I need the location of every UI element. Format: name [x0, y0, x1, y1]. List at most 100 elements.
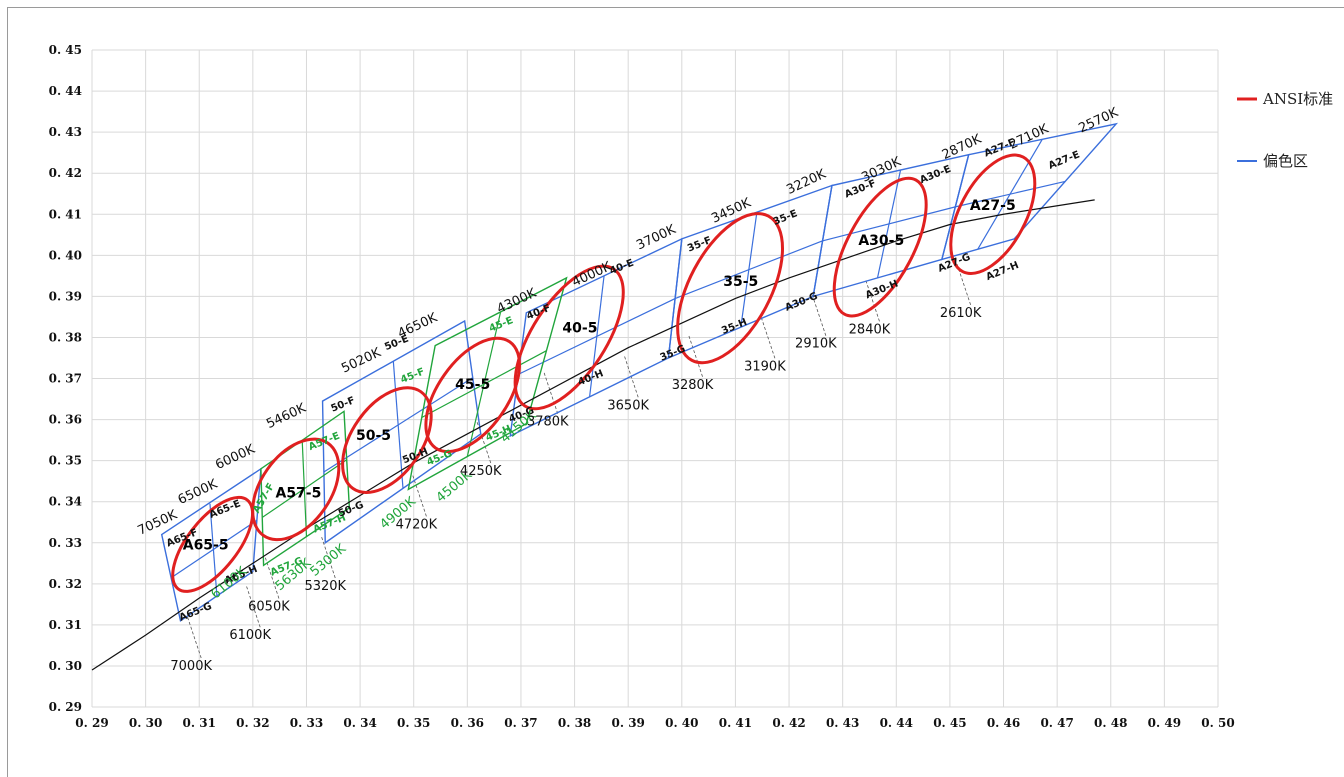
x-tick-label: 0. 31	[183, 716, 216, 730]
x-tick-label: 0. 47	[1040, 716, 1073, 730]
bin-label: 40-E	[608, 258, 635, 278]
x-tick-label: 0. 42	[772, 716, 805, 730]
ansi-ellipse-a65-5	[171, 495, 255, 593]
x-tick-label: 0. 29	[75, 716, 108, 730]
ansi-label: A27-5	[970, 198, 1016, 214]
cct-label: 2610K	[940, 306, 982, 321]
ansi-ellipse-a30-5	[832, 176, 928, 318]
bin-40-divider-h	[518, 297, 676, 375]
bin-a30-divider-h	[822, 206, 956, 242]
bin-35-divider-h	[675, 240, 823, 299]
cct-label: 6000K	[213, 442, 257, 473]
cct-label: 3650K	[607, 398, 649, 413]
bin-50-outline	[321, 319, 482, 545]
x-tick-label: 0. 38	[558, 716, 591, 730]
y-tick-label: 0. 32	[49, 577, 82, 591]
cct-label: 7000K	[170, 659, 212, 674]
bin-45-divider-h	[421, 350, 547, 419]
y-tick-label: 0. 43	[49, 125, 82, 139]
y-tick-label: 0. 42	[49, 166, 82, 180]
ansi-ellipse-a27-5	[949, 153, 1037, 275]
bin-label: 35-G	[659, 344, 687, 364]
bin-50-divider-h	[323, 377, 474, 473]
cct-label: 4650K	[396, 310, 440, 341]
ansi-ellipses	[171, 153, 1037, 593]
bin-label: 35-F	[686, 235, 713, 255]
x-tick-label: 0. 39	[611, 716, 644, 730]
bin-45-outline	[407, 276, 568, 491]
cct-label: 6500K	[176, 477, 220, 508]
ansi-ellipse-45-5	[424, 336, 521, 454]
leader-line	[688, 334, 703, 377]
bin-label: A65-G	[178, 601, 214, 624]
cct-label: 4250K	[460, 464, 502, 479]
cct-label: 3190K	[744, 359, 786, 374]
x-tick-label: 0. 36	[451, 716, 484, 730]
y-tick-label: 0. 33	[49, 536, 82, 550]
leader-line	[412, 474, 427, 517]
x-tick-label: 0. 30	[129, 716, 162, 730]
chart-frame	[7, 7, 1344, 777]
bin-a65-divider-h	[171, 519, 258, 579]
bin-a57-divider-h	[262, 459, 348, 518]
ansi-label: A65-5	[183, 538, 229, 554]
legend: ANSI标准 偏色区	[1237, 90, 1333, 170]
ansi-label: A30-5	[858, 233, 904, 249]
y-tick-label: 0. 37	[49, 372, 82, 386]
x-tick-label: 0. 35	[397, 716, 430, 730]
y-tick-label: 0. 36	[49, 413, 82, 427]
bin-label: 35-E	[772, 208, 799, 228]
ansi-label: 40-5	[562, 321, 597, 337]
bin-label: 50-G	[337, 500, 365, 520]
leader-line	[245, 585, 261, 628]
y-tick-label: 0. 30	[49, 659, 82, 673]
cct-label: 5300K	[308, 541, 350, 580]
ansi-label: 35-5	[723, 274, 758, 290]
x-tick-label: 0. 45	[933, 716, 966, 730]
x-tick-label: 0. 50	[1201, 716, 1234, 730]
bin-a57-outline	[260, 410, 351, 567]
cct-label: 4720K	[396, 517, 438, 532]
cct-label: 3220K	[784, 167, 828, 198]
x-tick-label: 0. 32	[236, 716, 269, 730]
y-tick-label: 0. 44	[49, 84, 82, 98]
y-tick-label: 0. 29	[49, 700, 82, 714]
cct-label: 3280K	[672, 378, 714, 393]
y-tick-label: 0. 31	[49, 618, 82, 632]
cct-label: 5020K	[339, 345, 383, 376]
cct-label: 2910K	[795, 337, 837, 352]
ansi-ellipse-40-5	[513, 264, 625, 411]
legend-label-bin: 偏色区	[1263, 152, 1308, 170]
locus-curve	[91, 199, 1095, 671]
x-tick-label: 0. 46	[987, 716, 1020, 730]
y-tick-label: 0. 45	[49, 43, 82, 57]
cct-label: 4000K	[570, 259, 614, 290]
leader-line	[543, 371, 559, 414]
bin-a27-outline	[940, 122, 1119, 261]
bin-label: A27-H	[985, 260, 1021, 283]
axis-ticks: 0. 29 0. 30 0. 31 0. 32 0. 33 0. 34 0. 35 0. 36…	[49, 43, 1235, 730]
ansi-ellipse-50-5	[341, 386, 433, 494]
x-tick-label: 0. 44	[880, 716, 913, 730]
cct-label: 5460K	[264, 401, 308, 432]
y-tick-label: 0. 40	[49, 248, 82, 262]
cct-label: 3700K	[634, 222, 678, 253]
cct-label: 6100K	[229, 628, 271, 643]
bin-label: 35-H	[720, 317, 749, 337]
cct-label: 2840K	[849, 322, 891, 337]
x-tick-label: 0. 33	[290, 716, 323, 730]
ansi-label: 50-5	[356, 428, 391, 444]
leader-line	[320, 535, 336, 579]
y-tick-label: 0. 41	[49, 207, 82, 221]
x-tick-label: 0. 34	[343, 716, 376, 730]
legend-label-ansi: ANSI标准	[1262, 90, 1333, 108]
cct-label: 7050K	[136, 507, 180, 538]
y-tick-label: 0. 39	[49, 289, 82, 303]
x-tick-label: 0. 41	[719, 716, 752, 730]
bin-a27-divider-h	[955, 180, 1066, 208]
leader-line	[811, 293, 827, 336]
cct-label: 5320K	[304, 579, 346, 594]
bin-label: 45-F	[399, 366, 426, 386]
ansi-ellipse-a57-5	[251, 437, 341, 542]
